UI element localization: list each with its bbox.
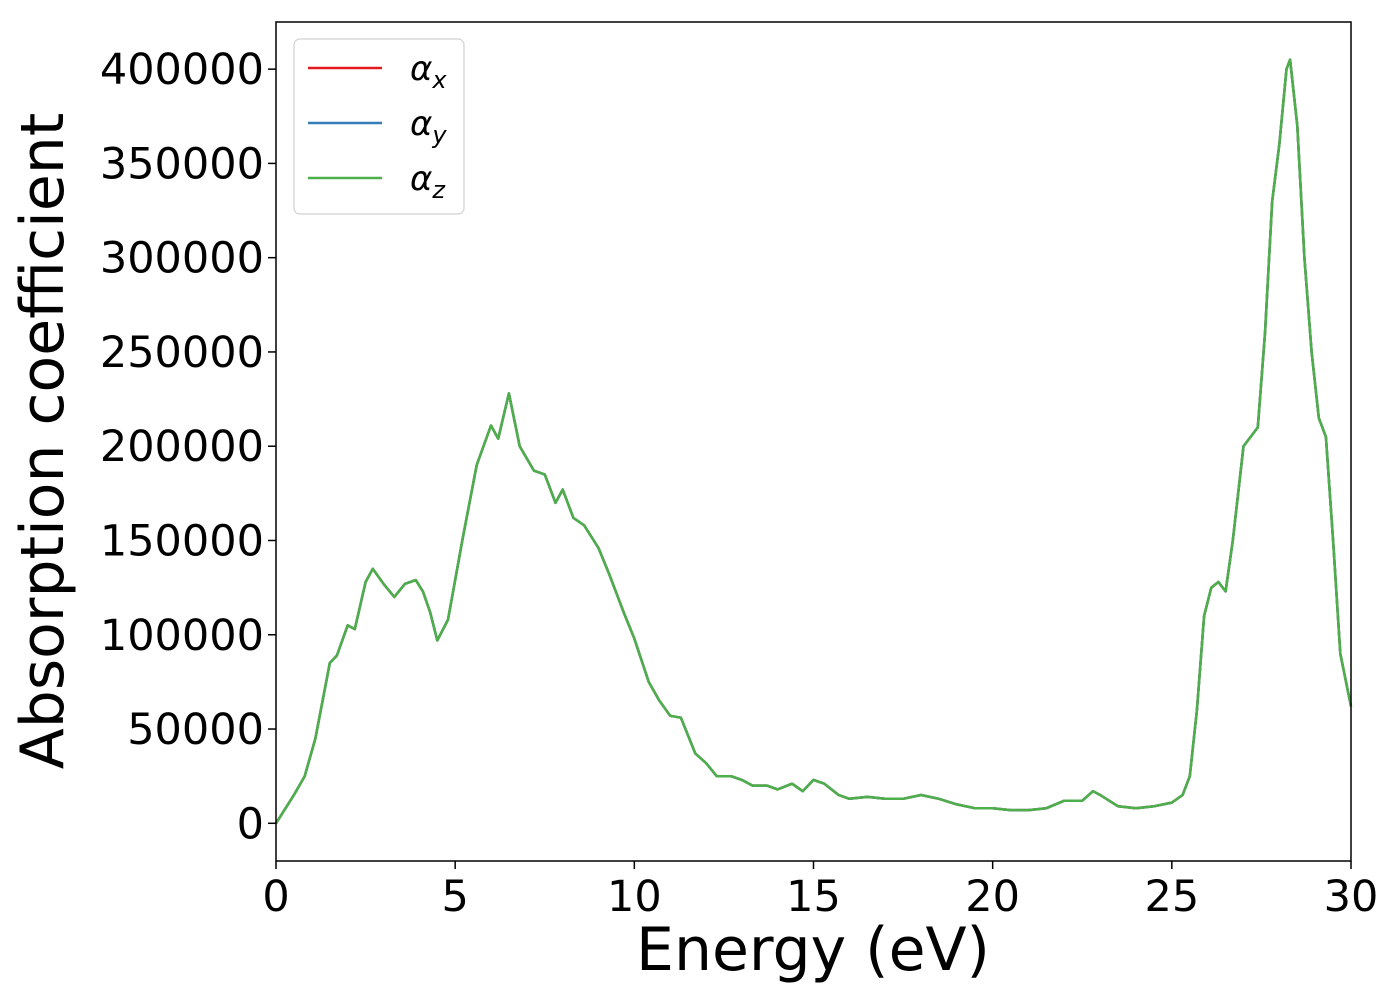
y-axis-title: Absorption coefficient xyxy=(8,113,78,770)
legend-label: αy xyxy=(410,104,447,149)
y-tick-label: 250000 xyxy=(100,328,264,378)
x-tick-label: 30 xyxy=(1324,872,1379,922)
x-tick-label: 5 xyxy=(441,872,468,922)
x-tick-label: 25 xyxy=(1144,872,1199,922)
y-tick-label: 400000 xyxy=(100,45,264,95)
y-tick-label: 0 xyxy=(237,799,264,849)
y-tick-label: 150000 xyxy=(100,516,264,566)
x-axis-title: Energy (eV) xyxy=(636,915,990,985)
legend-box xyxy=(293,38,465,215)
x-axis: 0 5 10 15 20 25 30 xyxy=(262,861,1378,922)
legend: αx αy αz xyxy=(293,38,465,215)
x-tick-label: 15 xyxy=(786,872,841,922)
series-layer xyxy=(274,58,1353,824)
x-tick-label: 0 xyxy=(262,872,289,922)
legend-label: αz xyxy=(410,159,446,204)
y-tick-label: 300000 xyxy=(100,234,264,284)
y-tick-label: 50000 xyxy=(127,705,264,755)
x-tick-label: 10 xyxy=(607,872,662,922)
legend-label: αx xyxy=(410,49,447,94)
y-axis: 0 50000 100000 150000 200000 250000 300000 3500… xyxy=(100,45,276,849)
series-line-2 xyxy=(274,58,1353,824)
y-tick-label: 350000 xyxy=(100,139,264,189)
y-tick-label: 100000 xyxy=(100,611,264,661)
x-tick-label: 20 xyxy=(965,872,1020,922)
y-tick-label: 200000 xyxy=(100,422,264,472)
